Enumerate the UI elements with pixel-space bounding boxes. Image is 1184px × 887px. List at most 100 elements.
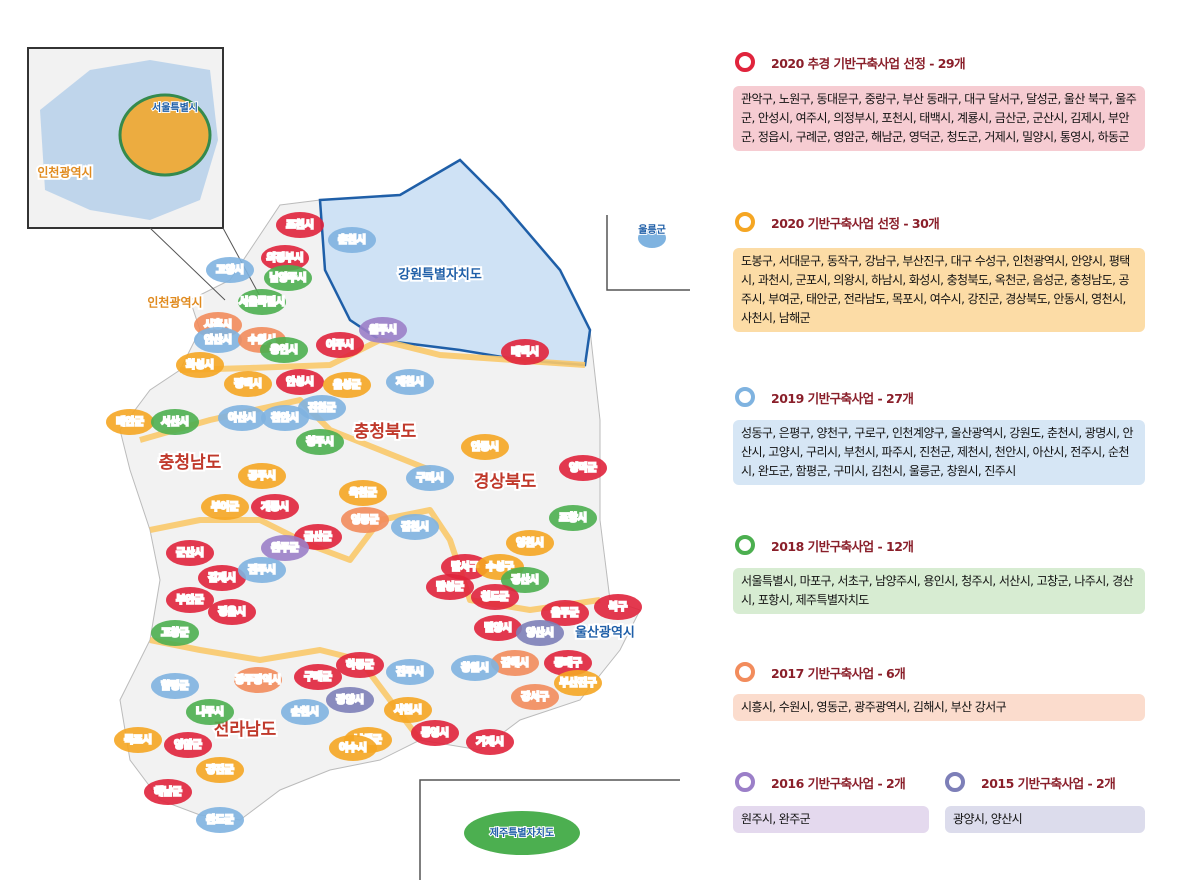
- place-label: 영덕군: [569, 461, 597, 474]
- place-label: 계룡시: [261, 500, 289, 513]
- place-label: 김해시: [501, 656, 529, 669]
- area: [114, 727, 162, 753]
- area: [326, 687, 374, 713]
- area: [206, 257, 254, 283]
- area: [260, 337, 308, 363]
- place-label: 태안군: [116, 415, 144, 428]
- legend-head: 2015 기반구축사업 - 2개: [945, 772, 1116, 792]
- region-label: 경상북도: [474, 472, 537, 492]
- place-label: 하동군: [346, 658, 374, 671]
- legend-head: 2019 기반구축사업 - 27개: [735, 387, 914, 407]
- area: [491, 650, 539, 676]
- place-label: 포항시: [559, 511, 587, 524]
- place-label: 달서구: [451, 560, 479, 573]
- jeju: [464, 811, 580, 855]
- separator: [419, 215, 690, 880]
- place-label: 안동시: [471, 440, 499, 453]
- region-label: 전라남도: [214, 720, 277, 740]
- place-label: 음성군: [333, 378, 361, 391]
- legend-title: 2016 기반구축사업 - 2개: [771, 775, 906, 791]
- place-label: 거제시: [476, 735, 504, 748]
- area: [336, 652, 384, 678]
- place-label: 양산시: [526, 626, 554, 639]
- area: [511, 684, 559, 710]
- inset-seoul: [118, 93, 212, 177]
- area: [164, 732, 212, 758]
- area: [386, 369, 434, 395]
- area: [516, 620, 564, 646]
- place-label: 경산시: [511, 573, 539, 586]
- area: [501, 339, 549, 365]
- area: [461, 434, 509, 460]
- area: [323, 372, 371, 398]
- place-label: 북구: [609, 601, 627, 613]
- area: [166, 540, 214, 566]
- area: [238, 557, 286, 583]
- area: [151, 409, 199, 435]
- legend-title: 2018 기반구축사업 - 12개: [771, 538, 914, 554]
- place-label: 제주특별자치도: [490, 826, 554, 839]
- place-label: 완도군: [206, 813, 234, 826]
- area: [166, 587, 214, 613]
- pin: [735, 212, 755, 232]
- area: [384, 697, 432, 723]
- legend-title: 2019 기반구축사업 - 27개: [771, 390, 914, 406]
- place-label: 용인시: [270, 343, 298, 356]
- legend-title: 2020 추경 기반구축사업 선정 - 29개: [771, 55, 966, 71]
- pin: [735, 52, 755, 72]
- legend-head: 2020 기반구축사업 선정 - 30개: [735, 212, 940, 232]
- place-label: 전주시: [248, 563, 276, 576]
- place-label: 화성시: [186, 358, 214, 371]
- place-label: 청도군: [481, 590, 509, 603]
- legend-title: 2017 기반구축사업 - 6개: [771, 665, 906, 681]
- place-label: 영암군: [174, 738, 202, 751]
- area: [234, 667, 282, 693]
- place-label: 완주군: [271, 541, 299, 554]
- place-label: 창원시: [461, 661, 489, 674]
- area: [238, 289, 286, 315]
- area: [329, 735, 377, 761]
- area: [151, 673, 199, 699]
- area: [506, 530, 554, 556]
- area: [339, 480, 387, 506]
- place-label: 제천시: [396, 375, 424, 388]
- area: [328, 227, 376, 253]
- legend-head: 2020 추경 기반구축사업 선정 - 29개: [735, 52, 966, 72]
- place-label: 포천시: [286, 218, 314, 231]
- ulleung: [638, 228, 666, 248]
- area: [544, 650, 592, 676]
- place-label: 영천시: [516, 536, 544, 549]
- area: [264, 265, 312, 291]
- area: [406, 465, 454, 491]
- place-label: 안성시: [286, 375, 314, 388]
- place-label: 울릉군: [638, 224, 666, 236]
- place-label: 부산진구: [560, 676, 597, 689]
- place-label: 고창군: [161, 626, 189, 639]
- region-label: 충청남도: [159, 452, 222, 473]
- area: [261, 535, 309, 561]
- place-label: 남양주시: [270, 271, 307, 284]
- place-label: 공주시: [248, 470, 276, 482]
- place-label: 목포시: [124, 734, 152, 746]
- area: [208, 599, 256, 625]
- area: [559, 455, 607, 481]
- area: [238, 463, 286, 489]
- place-label: 정읍시: [218, 605, 246, 618]
- area: [224, 371, 272, 397]
- area: [281, 699, 329, 725]
- area: [474, 615, 522, 641]
- area: [386, 659, 434, 685]
- area: [261, 245, 309, 271]
- place-label: 원주시: [369, 323, 397, 336]
- area: [218, 405, 266, 431]
- place-label: 수성구: [486, 560, 514, 573]
- place-label: 서산시: [161, 415, 189, 428]
- area: [391, 514, 439, 540]
- place-label: 여수시: [339, 741, 367, 754]
- legend-title: 2020 기반구축사업 선정 - 30개: [771, 215, 940, 231]
- pin: [735, 387, 755, 407]
- area: [251, 494, 299, 520]
- place-label: 김제시: [208, 571, 236, 584]
- area: [341, 507, 389, 533]
- place-label: 여주시: [326, 338, 354, 351]
